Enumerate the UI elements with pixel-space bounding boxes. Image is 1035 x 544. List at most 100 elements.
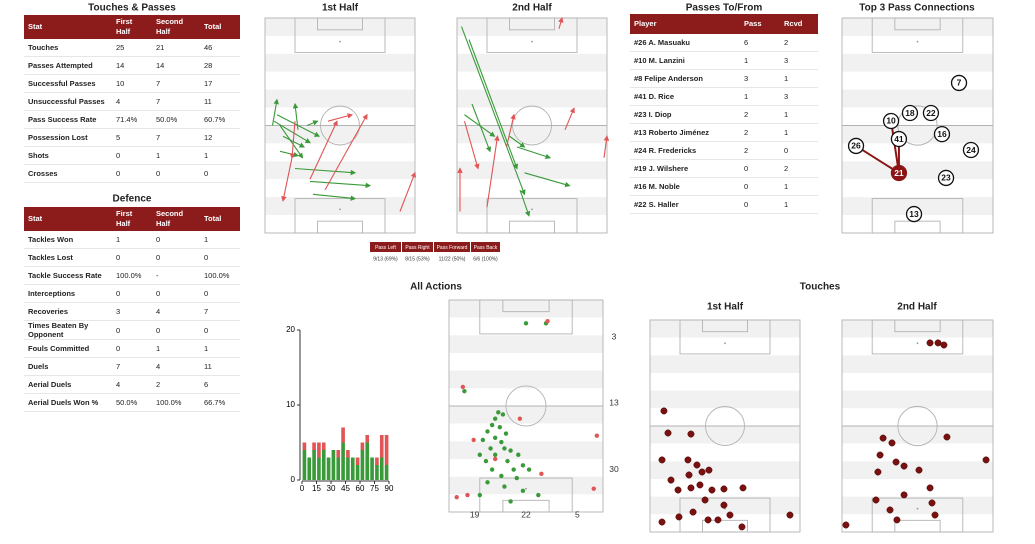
- pitch-stripe: [842, 179, 993, 198]
- six-yard-box: [894, 319, 941, 333]
- pitch-stripe: [650, 390, 800, 409]
- pitch-stripe: [650, 408, 800, 426]
- player-number: 21: [894, 168, 904, 178]
- pass-arrow: [292, 102, 299, 130]
- table-cell: 100.0%: [112, 266, 152, 285]
- action-dot: [520, 463, 526, 468]
- table-cell: 4: [152, 302, 200, 321]
- pitch-stripe: [457, 179, 607, 198]
- table-cell: 4: [152, 357, 200, 376]
- centre-circle: [505, 385, 547, 427]
- pass-arrow: [468, 39, 519, 170]
- table-cell: 3: [740, 69, 780, 88]
- table-row: #22 S. Haller 0 1: [630, 195, 818, 214]
- table-cell: 5: [112, 128, 152, 147]
- pitch-stripe: [842, 320, 993, 338]
- bar-successful: [307, 457, 312, 480]
- action-dot: [536, 492, 541, 498]
- action-dot: [493, 416, 498, 421]
- pitch-stripe: [650, 320, 800, 338]
- penalty-spot: [531, 208, 533, 211]
- pitch-stripe: [842, 107, 993, 126]
- legend-label: Pass Left: [375, 245, 396, 251]
- table-row: Aerial Duels Won % 50.0% 100.0% 66.7%: [24, 393, 240, 412]
- table-cell: 12: [200, 128, 240, 147]
- table-cell: 1: [780, 195, 818, 214]
- pitch-stripe: [842, 408, 993, 426]
- table-cell: 10: [112, 74, 152, 93]
- pitch-stripe: [842, 373, 993, 391]
- table-cell: 0: [200, 284, 240, 303]
- six-yard-box: [317, 17, 363, 31]
- touch-dot: [684, 456, 692, 464]
- action-dot: [508, 448, 513, 453]
- touch-dot: [687, 484, 695, 492]
- table-cell: #26 A. Masuaku: [630, 34, 740, 52]
- table-cell: 21: [152, 39, 200, 57]
- table-cell: #10 M. Lanzini: [630, 51, 740, 70]
- table-cell: 0: [740, 159, 780, 178]
- pitch-stripe: [449, 423, 603, 442]
- table-cell: Possession Lost: [24, 128, 112, 147]
- table-cell: Times Beaten By Opponent: [24, 320, 112, 340]
- pitch-stripe: [842, 443, 993, 462]
- bar-successful: [365, 442, 370, 480]
- pitch-stripe: [842, 197, 993, 216]
- bar-successful: [326, 457, 331, 480]
- centre-circle: [320, 105, 360, 146]
- table-cell: 2: [740, 105, 780, 124]
- legend-stat: 6/6 (100%): [473, 256, 498, 262]
- action-dot: [505, 458, 510, 464]
- pass-arrow: [312, 193, 357, 201]
- table-cell: -: [152, 266, 200, 285]
- bar-unsuccessful: [302, 442, 307, 450]
- table-row: Unsuccessful Passes 4 7 11: [24, 92, 240, 111]
- pass-arrow: [399, 171, 416, 212]
- bar-successful: [350, 457, 355, 480]
- table-cell: #41 D. Rice: [630, 87, 740, 106]
- action-dot: [514, 475, 519, 481]
- legend-box: [471, 242, 500, 252]
- action-dot: [471, 437, 476, 443]
- pitch-stripe: [449, 300, 603, 318]
- bar-unsuccessful: [384, 435, 389, 465]
- table-cell: 0: [740, 177, 780, 196]
- player-node: [890, 164, 908, 182]
- touch-dot: [685, 471, 693, 479]
- panel-title: 1st Half: [707, 302, 744, 313]
- header-row: Stat First Half Second Half Total: [24, 15, 240, 39]
- header-cell: Stat: [24, 15, 112, 39]
- pitch-stripe: [842, 337, 993, 356]
- bar-successful: [317, 457, 321, 480]
- pitch-stripe: [842, 426, 993, 444]
- header-cell: Second Half: [152, 207, 200, 231]
- bar-successful: [375, 465, 379, 480]
- action-dot: [497, 425, 503, 430]
- pass-arrow: [524, 172, 571, 188]
- table-cell: 3: [780, 87, 818, 106]
- pitch-stripe: [842, 496, 993, 515]
- pitch-stripe: [457, 197, 607, 216]
- action-dot: [499, 439, 504, 445]
- table-cell: Fouls Committed: [24, 339, 112, 358]
- touch-dot: [886, 506, 894, 514]
- table-cell: Tackle Success Rate: [24, 266, 112, 285]
- pitch-stripe: [265, 215, 415, 233]
- table-cell: Tackles Won: [24, 231, 112, 249]
- touch-dot: [667, 476, 675, 484]
- x-tick-label: 90: [385, 484, 394, 493]
- player-number: 26: [851, 141, 861, 151]
- pitch-stripe: [842, 161, 993, 180]
- legend-box: [370, 242, 401, 252]
- pass-arrow: [306, 120, 319, 127]
- player-node: [882, 112, 900, 130]
- pass-arrow: [281, 157, 293, 202]
- table-cell: 1: [152, 146, 200, 165]
- table-cell: 100.0%: [200, 266, 240, 285]
- table-cell: 3: [112, 302, 152, 321]
- player-node: [962, 141, 980, 159]
- action-dot: [485, 429, 490, 434]
- panel-title: 2nd Half: [512, 3, 552, 14]
- pitch-stripe: [449, 476, 603, 495]
